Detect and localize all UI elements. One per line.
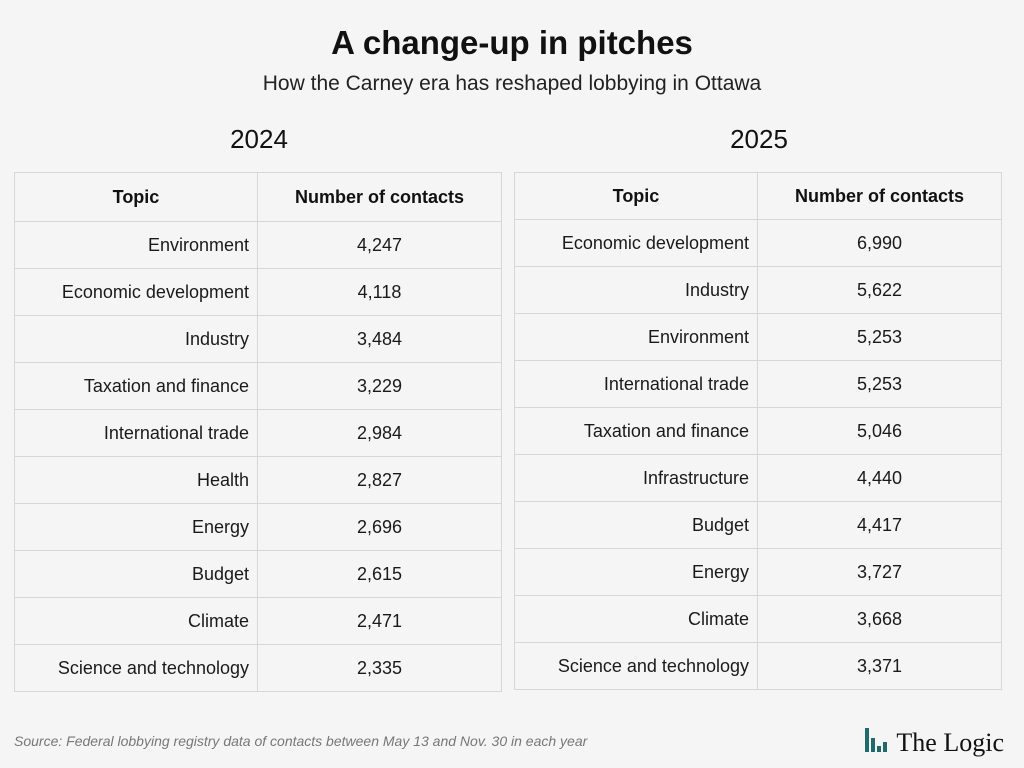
topic-cell: Budget (14, 550, 258, 598)
topic-cell: Science and technology (514, 642, 758, 690)
table-row: Science and technology 2,335 (14, 644, 502, 692)
year-heading-2024: 2024 (230, 124, 288, 154)
table-row: International trade 2,984 (14, 409, 502, 457)
table-row: Budget 2,615 (14, 550, 502, 598)
table-row: Environment 5,253 (514, 313, 1002, 361)
table-row: Infrastructure 4,440 (514, 454, 1002, 502)
topic-cell: Industry (14, 315, 258, 363)
table-row: Industry 3,484 (14, 315, 502, 363)
contact-count-cell: 4,247 (257, 221, 502, 269)
contact-count-cell: 5,253 (757, 360, 1002, 408)
table-row: Energy 2,696 (14, 503, 502, 551)
column-header-count: Number of contacts (757, 172, 1002, 220)
topic-cell: Industry (514, 266, 758, 314)
topic-cell: Infrastructure (514, 454, 758, 502)
table-row: Budget 4,417 (514, 501, 1002, 549)
table-header-row: Topic Number of contacts (14, 172, 502, 222)
topic-cell: International trade (14, 409, 258, 457)
page-subtitle: How the Carney era has reshaped lobbying… (262, 72, 762, 95)
column-header-topic: Topic (14, 172, 258, 222)
contact-count-cell: 4,417 (757, 501, 1002, 549)
contact-count-cell: 2,827 (257, 456, 502, 504)
column-header-count: Number of contacts (257, 172, 502, 222)
table-row: Taxation and finance 3,229 (14, 362, 502, 410)
table-row: Science and technology 3,371 (514, 642, 1002, 690)
contacts-table-2024: Topic Number of contacts Environment 4,24… (14, 172, 502, 692)
contact-count-cell: 3,484 (257, 315, 502, 363)
contact-count-cell: 3,229 (257, 362, 502, 410)
year-heading-2025: 2025 (730, 124, 788, 154)
contact-count-cell: 6,990 (757, 219, 1002, 267)
topic-cell: Climate (514, 595, 758, 643)
contact-count-cell: 5,622 (757, 266, 1002, 314)
contact-count-cell: 2,696 (257, 503, 502, 551)
contact-count-cell: 4,118 (257, 268, 502, 316)
topic-cell: Environment (514, 313, 758, 361)
topic-cell: Economic development (14, 268, 258, 316)
table-row: International trade 5,253 (514, 360, 1002, 408)
contact-count-cell: 2,984 (257, 409, 502, 457)
contact-count-cell: 2,335 (257, 644, 502, 692)
contact-count-cell: 5,046 (757, 407, 1002, 455)
contacts-table-2025: Topic Number of contacts Economic develo… (514, 172, 1002, 690)
contact-count-cell: 5,253 (757, 313, 1002, 361)
topic-cell: Energy (14, 503, 258, 551)
table-row: Climate 3,668 (514, 595, 1002, 643)
table-row: Industry 5,622 (514, 266, 1002, 314)
topic-cell: Economic development (514, 219, 758, 267)
topic-cell: International trade (514, 360, 758, 408)
topic-cell: Climate (14, 597, 258, 645)
contact-count-cell: 2,471 (257, 597, 502, 645)
topic-cell: Science and technology (14, 644, 258, 692)
topic-cell: Environment (14, 221, 258, 269)
topic-cell: Health (14, 456, 258, 504)
table-row: Energy 3,727 (514, 548, 1002, 596)
contact-count-cell: 2,615 (257, 550, 502, 598)
the-logic-logo: The Logic (864, 726, 1004, 759)
table-row: Taxation and finance 5,046 (514, 407, 1002, 455)
table-row: Climate 2,471 (14, 597, 502, 645)
logo-text: The Logic (896, 727, 1004, 757)
table-row: Environment 4,247 (14, 221, 502, 269)
table-row: Health 2,827 (14, 456, 502, 504)
topic-cell: Energy (514, 548, 758, 596)
topic-cell: Budget (514, 501, 758, 549)
contact-count-cell: 3,727 (757, 548, 1002, 596)
topic-cell: Taxation and finance (14, 362, 258, 410)
page-title: A change-up in pitches (331, 24, 693, 61)
table-header-row: Topic Number of contacts (514, 172, 1002, 220)
contact-count-cell: 4,440 (757, 454, 1002, 502)
column-header-topic: Topic (514, 172, 758, 220)
contact-count-cell: 3,371 (757, 642, 1002, 690)
source-note: Source: Federal lobbying registry data o… (14, 733, 588, 749)
contact-count-cell: 3,668 (757, 595, 1002, 643)
topic-cell: Taxation and finance (514, 407, 758, 455)
the-logic-bars-icon (864, 726, 888, 759)
table-row: Economic development 4,118 (14, 268, 502, 316)
table-row: Economic development 6,990 (514, 219, 1002, 267)
